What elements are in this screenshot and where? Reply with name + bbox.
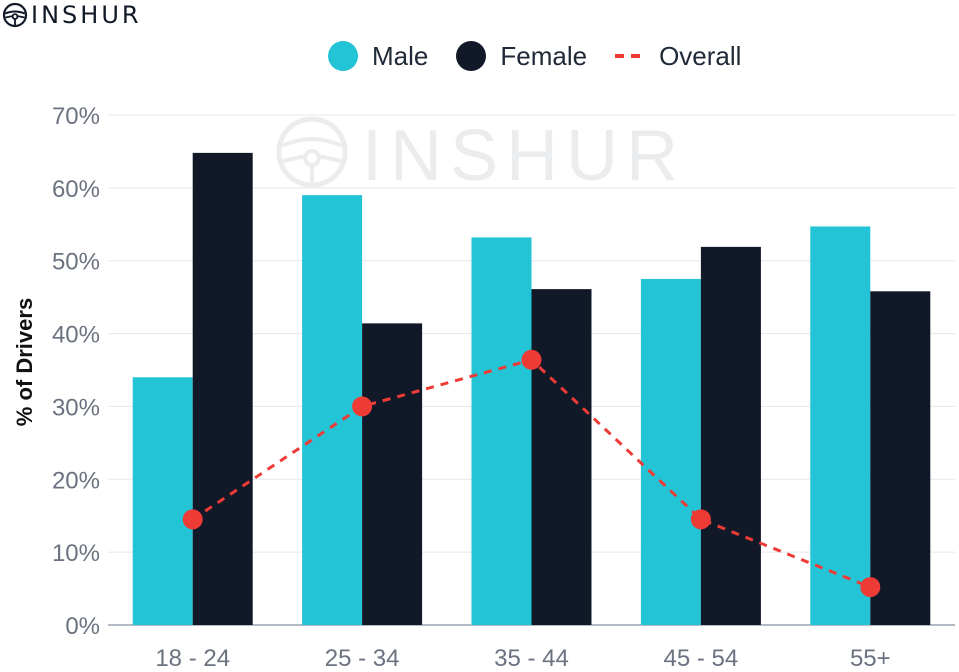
bar-male [471,237,532,625]
brand-name: INSHUR [31,1,142,29]
x-tick-label: 55+ [850,645,891,672]
legend-label-male: Male [372,40,429,71]
y-tick-label: 50% [52,249,100,276]
y-tick-label: 40% [52,322,100,349]
x-tick-label: 35 - 44 [494,645,569,672]
bar-female [700,246,761,625]
bars [132,152,931,625]
overall-point [352,396,373,417]
x-axis: 18 - 24 25 - 34 35 - 44 45 - 54 55+ [155,645,890,672]
overall-point [521,349,542,370]
legend-swatch-overall [615,54,646,58]
watermark: INSHUR [276,116,686,196]
overall-point [182,509,203,530]
bar-male [132,377,193,625]
y-tick-label: 70% [52,103,100,130]
legend-swatch-female [456,41,487,71]
legend-label-overall: Overall [659,40,742,71]
y-axis: 0% 10% 20% 30% 40% 50% 60% 70% [52,103,100,640]
y-tick-label: 0% [65,613,100,640]
x-tick-label: 18 - 24 [155,645,230,672]
overall-point [690,509,711,530]
legend-swatch-male [328,41,358,71]
legend-item-overall: Overall [615,41,741,72]
steering-wheel-icon [2,2,28,28]
y-tick-label: 60% [52,176,100,203]
bar-female [362,323,423,625]
overall-line [182,349,881,598]
y-tick-label: 30% [52,394,100,421]
y-tick-label: 10% [52,540,100,567]
legend-item-male: Male [328,41,428,72]
legend-label-female: Female [500,40,588,71]
y-axis-label: % of Drivers [12,298,37,426]
overall-point [860,577,881,598]
bar-male [810,226,871,625]
x-tick-label: 45 - 54 [664,645,739,672]
watermark-text: INSHUR [362,116,686,196]
bar-male [302,195,363,625]
bar-female [531,289,592,625]
bar-female [192,152,253,625]
chart-legend: Male Female Overall [328,36,769,76]
bar-male [640,278,701,625]
bar-female [870,291,931,625]
y-tick-label: 20% [52,467,100,494]
legend-item-female: Female [456,41,587,72]
brand-logo: INSHUR [2,2,142,28]
x-tick-label: 25 - 34 [325,645,400,672]
